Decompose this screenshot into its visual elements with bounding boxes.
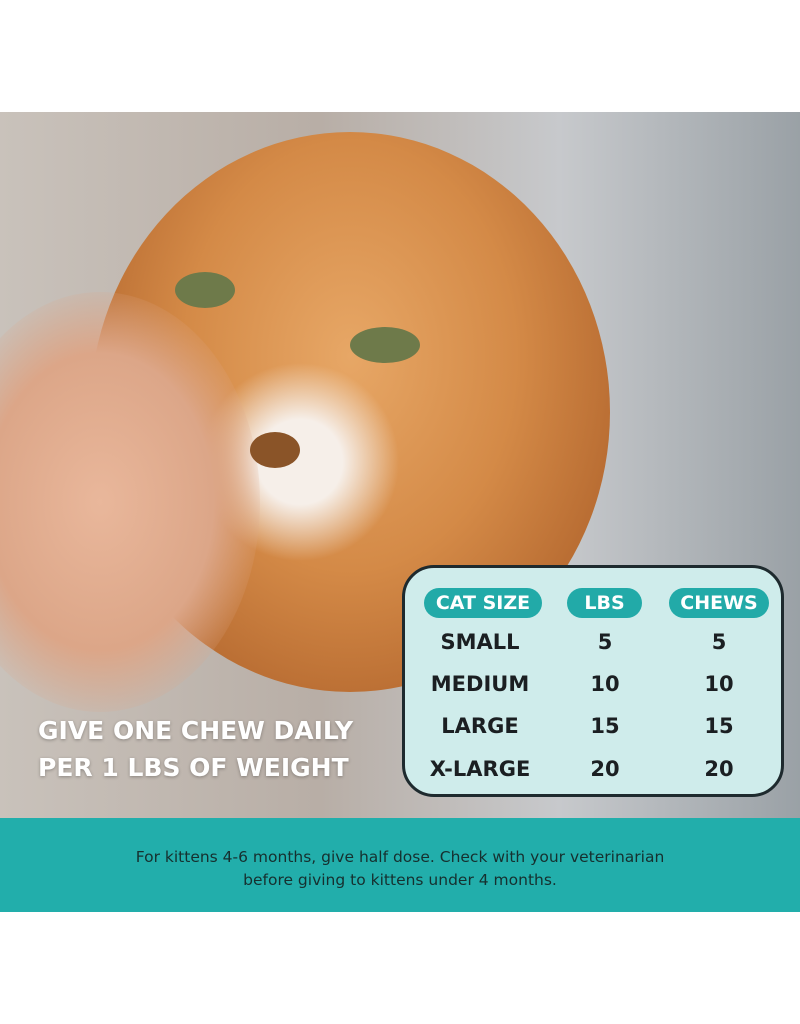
header-lbs: LBS <box>567 588 642 618</box>
size-cell: SMALL <box>440 630 520 654</box>
footnote-line-2: before giving to kittens under 4 months. <box>243 871 557 889</box>
size-cell: LARGE <box>441 714 519 738</box>
footnote-band: For kittens 4-6 months, give half dose. … <box>0 818 800 912</box>
size-cell: X-LARGE <box>429 757 531 781</box>
header-chews: CHEWS <box>669 588 769 618</box>
lbs-cell: 15 <box>590 714 620 738</box>
footnote-line-1: For kittens 4-6 months, give half dose. … <box>135 848 665 866</box>
chews-cell: 15 <box>704 714 734 738</box>
header-cat-size: CAT SIZE <box>424 588 542 618</box>
chews-cell: 20 <box>704 757 734 781</box>
chews-cell: 10 <box>704 672 734 696</box>
dosage-headline: GIVE ONE CHEW DAILY PER 1 LBS OF WEIGHT <box>38 712 353 786</box>
lbs-cell: 10 <box>590 672 620 696</box>
lbs-cell: 20 <box>590 757 620 781</box>
dosage-table: CAT SIZE LBS CHEWS SMALL 5 5 MEDIUM 10 1… <box>402 565 784 797</box>
chews-cell: 5 <box>711 630 727 654</box>
headline-line-1: GIVE ONE CHEW DAILY <box>38 716 354 745</box>
cat-photo <box>0 112 800 818</box>
size-cell: MEDIUM <box>430 672 530 696</box>
headline-line-2: PER 1 LBS OF WEIGHT <box>38 753 349 782</box>
lbs-cell: 5 <box>597 630 613 654</box>
